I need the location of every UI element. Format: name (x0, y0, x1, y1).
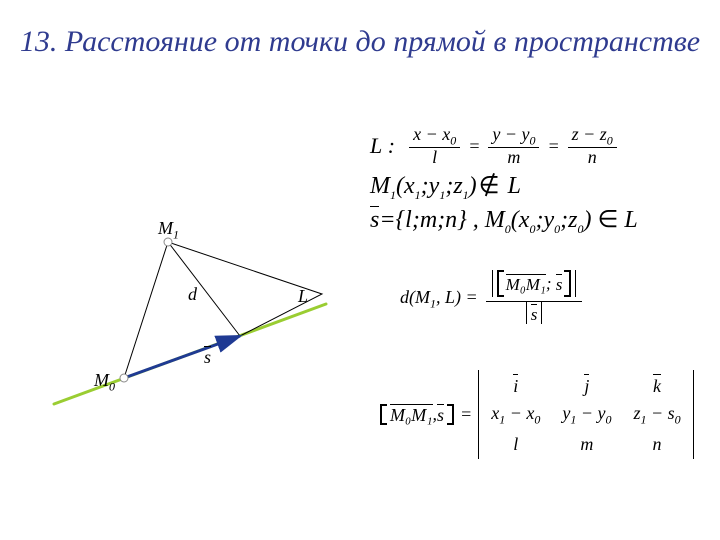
vector-s (124, 336, 240, 378)
cross-product-determinant: M₀M₁,s = i j k x1 − x0 y1 − y0 z1 − s0 l… (380, 370, 694, 459)
geometry-diagram: M0 M1 d L s (40, 190, 340, 450)
point-m1-not-on-l: M1(x1;y1;z1)∉ L (370, 171, 700, 203)
label-line-l: L (298, 286, 308, 307)
label-vector-s: s (204, 346, 211, 368)
direction-vector-and-m0: s={l;m;n} , M0(x0;y0;z0) ∈ L (370, 205, 700, 237)
line-equation: L : x − x0 l = y − y0 m = z − z0 n (370, 125, 700, 167)
parallelogram (124, 242, 322, 378)
slide-title: 13. Расстояние от точки до прямой в прос… (0, 24, 720, 60)
label-m0: M0 (94, 370, 115, 395)
label-d: d (188, 284, 197, 305)
formulas-block: L : x − x0 l = y − y0 m = z − z0 n (370, 125, 700, 237)
label-m1: M1 (158, 218, 179, 243)
height-d (168, 242, 240, 336)
distance-formula: d(M1, L) = M₀M₁; s (400, 270, 582, 328)
diagram-svg (40, 190, 340, 450)
point-m0 (120, 374, 128, 382)
